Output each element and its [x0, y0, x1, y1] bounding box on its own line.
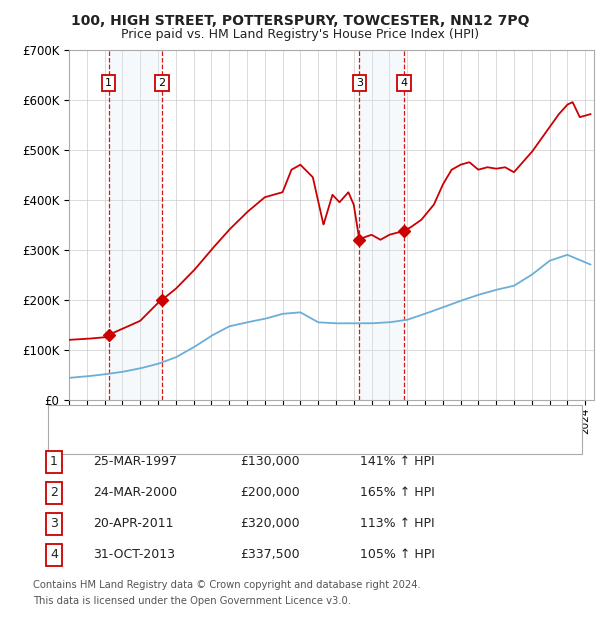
Text: Contains HM Land Registry data © Crown copyright and database right 2024.: Contains HM Land Registry data © Crown c…	[33, 580, 421, 590]
Text: 113% ↑ HPI: 113% ↑ HPI	[360, 518, 434, 530]
Text: 4: 4	[401, 78, 407, 88]
Text: £200,000: £200,000	[240, 487, 300, 499]
Text: 2: 2	[158, 78, 166, 88]
Text: £320,000: £320,000	[240, 518, 299, 530]
Text: 25-MAR-1997: 25-MAR-1997	[93, 456, 177, 468]
Text: This data is licensed under the Open Government Licence v3.0.: This data is licensed under the Open Gov…	[33, 596, 351, 606]
Text: £130,000: £130,000	[240, 456, 299, 468]
Text: 3: 3	[50, 518, 58, 530]
Text: 100, HIGH STREET, POTTERSPURY, TOWCESTER, NN12 7PQ (semi-detached house): 100, HIGH STREET, POTTERSPURY, TOWCESTER…	[94, 414, 556, 423]
Text: 3: 3	[356, 78, 363, 88]
Text: 24-MAR-2000: 24-MAR-2000	[93, 487, 177, 499]
Text: Price paid vs. HM Land Registry's House Price Index (HPI): Price paid vs. HM Land Registry's House …	[121, 28, 479, 41]
Text: 100, HIGH STREET, POTTERSPURY, TOWCESTER, NN12 7PQ: 100, HIGH STREET, POTTERSPURY, TOWCESTER…	[71, 14, 529, 28]
Text: 20-APR-2011: 20-APR-2011	[93, 518, 173, 530]
Text: 141% ↑ HPI: 141% ↑ HPI	[360, 456, 434, 468]
Text: 1: 1	[50, 456, 58, 468]
Text: HPI: Average price, semi-detached house, West Northamptonshire: HPI: Average price, semi-detached house,…	[94, 436, 463, 446]
Text: 165% ↑ HPI: 165% ↑ HPI	[360, 487, 435, 499]
Bar	[359, 50, 404, 400]
Text: 105% ↑ HPI: 105% ↑ HPI	[360, 549, 435, 561]
Text: 2: 2	[50, 487, 58, 499]
Text: 31-OCT-2013: 31-OCT-2013	[93, 549, 175, 561]
Text: 1: 1	[105, 78, 112, 88]
Bar	[109, 50, 162, 400]
Text: £337,500: £337,500	[240, 549, 299, 561]
Text: 4: 4	[50, 549, 58, 561]
FancyBboxPatch shape	[48, 405, 582, 454]
